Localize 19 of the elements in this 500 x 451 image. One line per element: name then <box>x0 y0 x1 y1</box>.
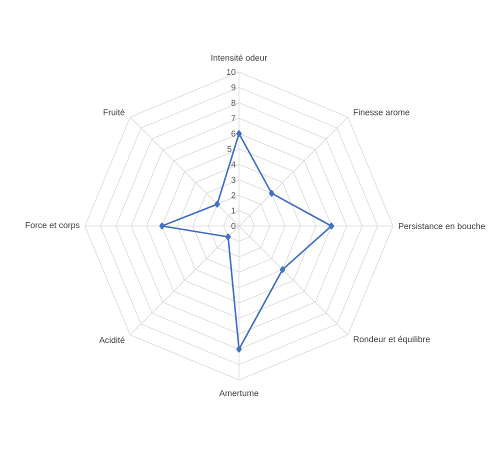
y-tick-label: 6 <box>231 130 236 137</box>
spoke-label: Rondeur et équilibre <box>354 336 430 344</box>
y-tick-label: 7 <box>231 115 236 122</box>
y-tick-label: 3 <box>231 176 236 183</box>
spoke-label: Force et corps <box>26 222 80 230</box>
y-tick-label: 5 <box>227 146 232 152</box>
y-tick-label: 4 <box>231 161 236 168</box>
spoke-label: Persistance en bouche <box>398 222 485 230</box>
y-tick-label: 1 <box>232 208 236 214</box>
y-tick-label: 0 <box>231 222 236 230</box>
spoke-label: Finesse arome <box>354 109 410 116</box>
y-tick-label: 8 <box>231 100 236 106</box>
y-tick-label: 9 <box>231 84 236 90</box>
y-tick-label: 10 <box>226 68 236 76</box>
spoke-label: Fruité <box>104 108 125 116</box>
spoke-label: Intensité odeur <box>211 54 268 61</box>
spoke-label: Acidité <box>99 336 125 344</box>
y-tick-label: 2 <box>231 192 236 198</box>
spoke-label: Amertume <box>219 390 258 396</box>
